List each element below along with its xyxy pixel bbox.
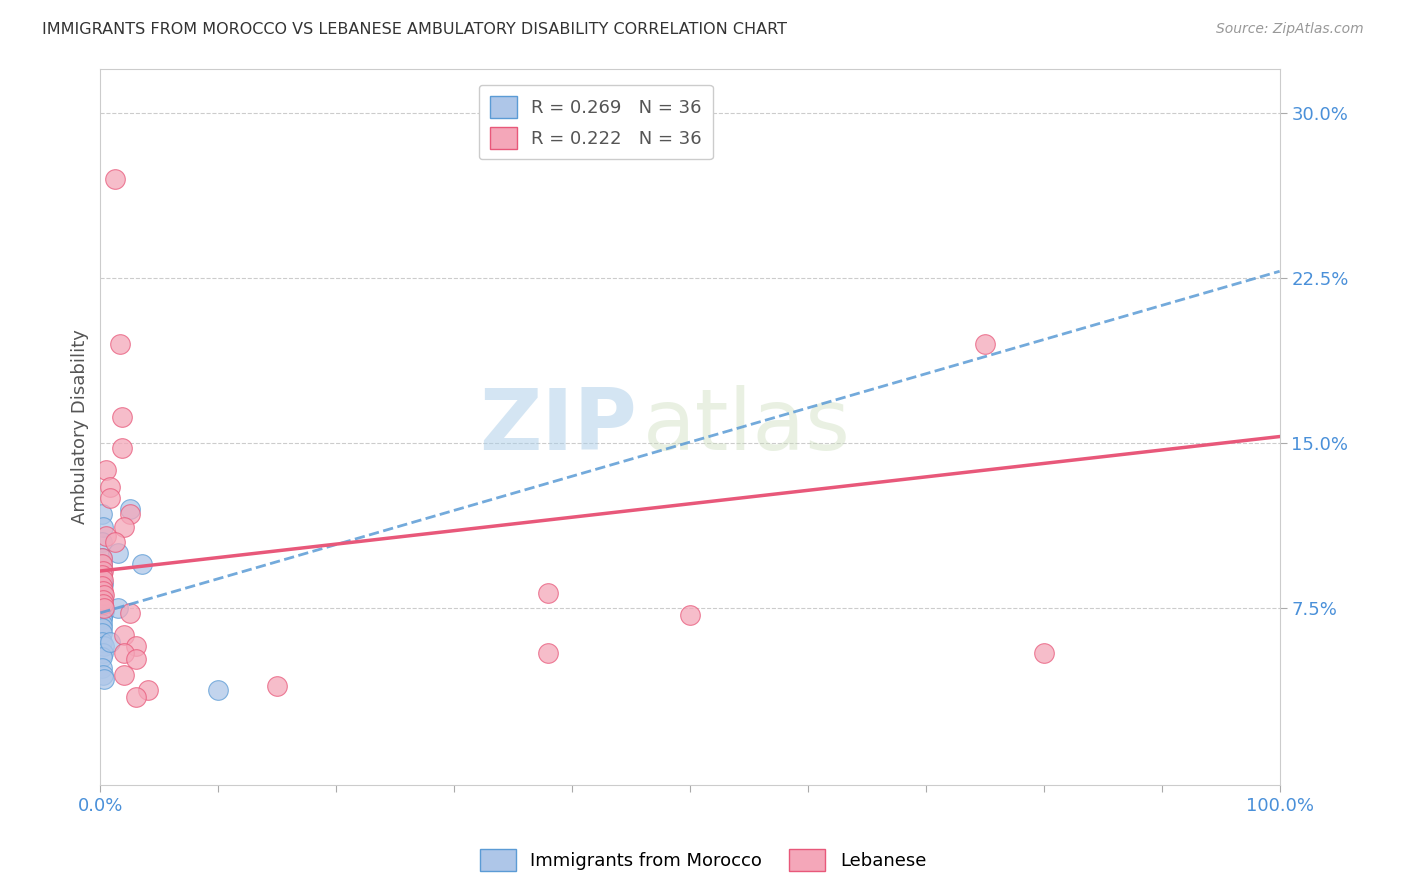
Text: atlas: atlas bbox=[643, 385, 851, 468]
Point bbox=[91, 592, 114, 607]
Point bbox=[90, 625, 112, 640]
Point bbox=[93, 601, 115, 615]
Point bbox=[112, 667, 135, 681]
Point bbox=[90, 612, 112, 626]
Point bbox=[136, 683, 159, 698]
Point bbox=[91, 577, 114, 591]
Point bbox=[90, 579, 112, 593]
Point bbox=[98, 491, 121, 506]
Point bbox=[90, 582, 112, 596]
Legend: R = 0.269   N = 36, R = 0.222   N = 36: R = 0.269 N = 36, R = 0.222 N = 36 bbox=[478, 85, 713, 160]
Point bbox=[973, 337, 995, 351]
Point bbox=[90, 550, 112, 565]
Point bbox=[90, 568, 112, 582]
Point bbox=[91, 597, 114, 611]
Point bbox=[537, 586, 560, 600]
Point bbox=[90, 661, 112, 675]
Point bbox=[112, 646, 135, 660]
Point bbox=[110, 409, 132, 424]
Point bbox=[91, 606, 114, 620]
Point bbox=[679, 608, 702, 623]
Point bbox=[90, 621, 112, 635]
Point bbox=[90, 649, 112, 664]
Point bbox=[125, 639, 148, 653]
Point bbox=[91, 667, 114, 681]
Point bbox=[91, 599, 114, 614]
Point bbox=[90, 535, 112, 549]
Text: IMMIGRANTS FROM MOROCCO VS LEBANESE AMBULATORY DISABILITY CORRELATION CHART: IMMIGRANTS FROM MOROCCO VS LEBANESE AMBU… bbox=[42, 22, 787, 37]
Point bbox=[90, 610, 112, 624]
Point bbox=[125, 690, 148, 704]
Point bbox=[110, 441, 132, 455]
Point bbox=[93, 604, 115, 618]
Text: ZIP: ZIP bbox=[479, 385, 637, 468]
Text: Source: ZipAtlas.com: Source: ZipAtlas.com bbox=[1216, 22, 1364, 37]
Point bbox=[91, 583, 114, 598]
Point bbox=[90, 558, 112, 572]
Point bbox=[91, 573, 114, 587]
Point bbox=[118, 502, 141, 516]
Point bbox=[107, 601, 129, 615]
Point bbox=[131, 558, 153, 572]
Point bbox=[103, 171, 125, 186]
Point bbox=[90, 616, 112, 631]
Point bbox=[91, 646, 114, 660]
Point bbox=[90, 586, 112, 600]
Point bbox=[90, 550, 112, 565]
Point bbox=[90, 566, 112, 581]
Point bbox=[90, 634, 112, 648]
Point bbox=[207, 683, 229, 698]
Point bbox=[125, 652, 148, 666]
Y-axis label: Ambulatory Disability: Ambulatory Disability bbox=[72, 329, 89, 524]
Point bbox=[90, 573, 112, 587]
Point bbox=[90, 597, 112, 611]
Point bbox=[103, 535, 125, 549]
Point bbox=[98, 480, 121, 494]
Point bbox=[90, 507, 112, 521]
Point bbox=[98, 634, 121, 648]
Point bbox=[118, 507, 141, 521]
Point bbox=[110, 337, 132, 351]
Point bbox=[93, 639, 115, 653]
Point bbox=[112, 628, 135, 642]
Point bbox=[90, 558, 112, 572]
Point bbox=[91, 564, 114, 578]
Point bbox=[93, 588, 115, 602]
Point bbox=[90, 608, 112, 623]
Point bbox=[96, 529, 118, 543]
Point bbox=[112, 520, 135, 534]
Point bbox=[537, 646, 560, 660]
Point bbox=[96, 462, 118, 476]
Legend: Immigrants from Morocco, Lebanese: Immigrants from Morocco, Lebanese bbox=[472, 842, 934, 879]
Point bbox=[90, 601, 112, 615]
Point bbox=[266, 679, 288, 693]
Point bbox=[107, 546, 129, 560]
Point bbox=[1032, 646, 1054, 660]
Point bbox=[90, 592, 112, 607]
Point bbox=[118, 606, 141, 620]
Point bbox=[93, 672, 115, 686]
Point bbox=[91, 520, 114, 534]
Point bbox=[91, 591, 114, 605]
